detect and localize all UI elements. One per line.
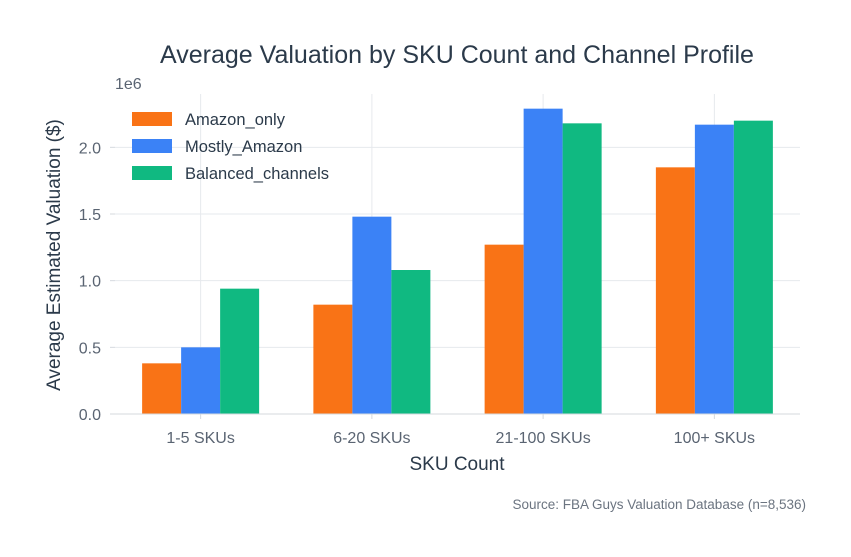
legend-label: Amazon_only <box>185 111 286 129</box>
bar-mostly-amazon <box>694 124 734 415</box>
bar-amazon-only <box>142 363 182 414</box>
y-tick-label: 0.0 <box>79 407 101 424</box>
bar-balanced-channels <box>220 288 260 414</box>
y-tick-label: 1.0 <box>79 274 101 291</box>
bar-mostly-amazon <box>181 347 221 414</box>
y-axis-ticks: 0.0 0.5 1.0 1.5 2.0 <box>79 140 115 424</box>
bar-mostly-amazon <box>352 216 392 414</box>
bar-amazon-only <box>313 304 353 414</box>
bars <box>142 108 773 415</box>
legend: Amazon_only Mostly_Amazon Balanced_channel… <box>132 111 329 183</box>
x-tick-label: 21-100 SKUs <box>496 430 591 447</box>
bar-mostly-amazon <box>523 108 563 415</box>
bar-balanced-channels <box>562 123 602 414</box>
bar-balanced-channels <box>391 270 431 414</box>
x-tick-label: 1-5 SKUs <box>166 430 234 447</box>
legend-swatch <box>132 139 172 153</box>
y-tick-label: 1.5 <box>79 207 101 224</box>
bar-balanced-channels <box>733 120 773 415</box>
y-axis-multiplier: 1e6 <box>115 76 142 93</box>
source-note: Source: FBA Guys Valuation Database (n=8… <box>512 497 806 512</box>
chart-title: Average Valuation by SKU Count and Chann… <box>160 41 754 69</box>
y-axis-label: Average Estimated Valuation ($) <box>44 119 65 391</box>
legend-swatch <box>132 112 172 126</box>
legend-label: Balanced_channels <box>185 165 329 183</box>
x-tick-label: 6-20 SKUs <box>333 430 410 447</box>
bar-amazon-only <box>484 244 524 414</box>
bar-amazon-only <box>655 167 695 414</box>
x-tick-label: 100+ SKUs <box>674 430 755 447</box>
legend-swatch <box>132 166 172 180</box>
y-tick-label: 2.0 <box>79 140 101 157</box>
x-axis-ticks: 1-5 SKUs 6-20 SKUs 21-100 SKUs 100+ SKUs <box>166 414 755 447</box>
legend-label: Mostly_Amazon <box>185 138 302 156</box>
y-tick-label: 0.5 <box>79 340 101 357</box>
x-axis-label: SKU Count <box>409 454 505 475</box>
